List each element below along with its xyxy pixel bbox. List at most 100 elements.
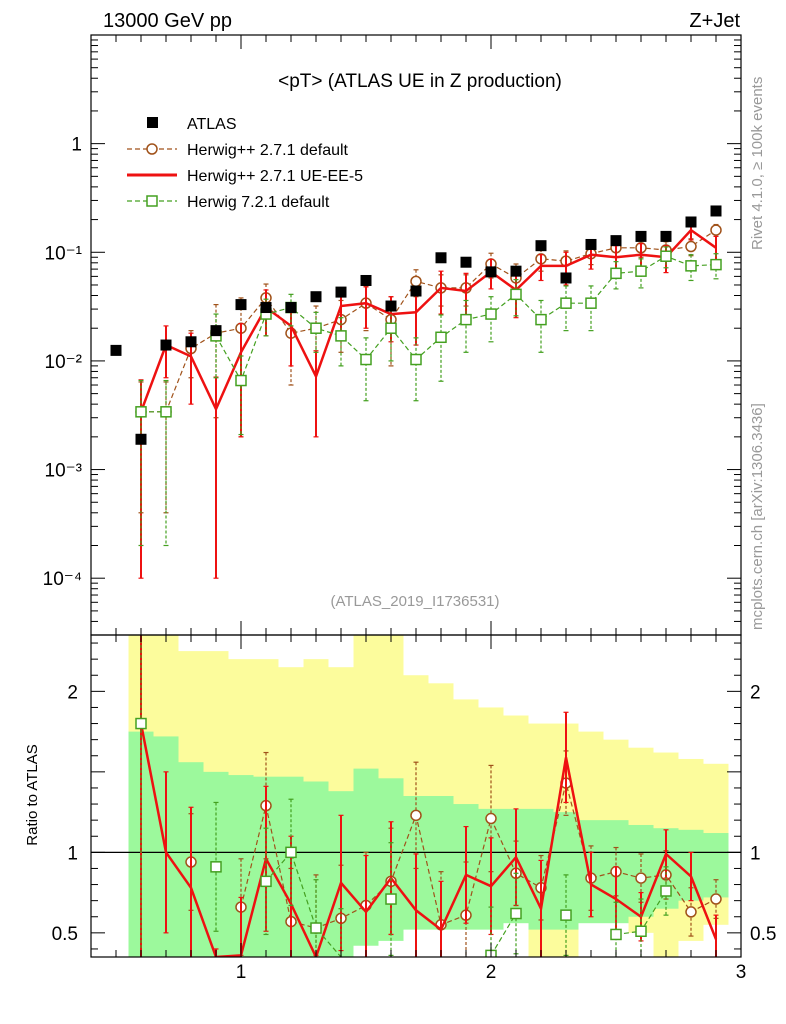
ratio-y-tick-label-right: 2 [750,682,761,703]
data-point [685,260,697,272]
data-point [510,288,522,301]
data-point [660,885,672,897]
data-point [710,224,722,236]
atlas-data-point [210,325,222,337]
main-y-tick-label: 10⁻¹ [45,243,83,264]
x-tick-label: 1 [236,962,247,983]
main-y-tick-label: 10⁻³ [45,461,83,482]
data-point [410,809,422,822]
data-point [485,812,497,825]
series-line [139,723,718,957]
atlas-data-point [435,252,447,264]
data-point [585,297,597,309]
x-tick-label: 3 [736,962,747,983]
legend-marker-atlas [147,117,158,128]
atlas-data-point [135,433,147,445]
axes: 1 2 3 10⁻⁴ 10⁻³ 10⁻² 10⁻¹ 1 0.5 0.5 1 1 2 2 [43,34,776,983]
atlas-data-point [510,265,522,277]
mcplots-label: mcplots.cern.ch [arXiv:1306.3436] [749,403,766,630]
data-point [485,308,497,320]
data-point [635,265,647,277]
data-point [610,267,622,280]
atlas-data-point [460,256,472,268]
legend-label-herwig-default: Herwig++ 2.7.1 default [187,142,349,159]
series-line [141,229,717,413]
x-tick-label: 2 [486,962,497,983]
atlas-data-point [685,216,697,228]
atlas-data-point [360,274,372,286]
data-point [335,330,347,342]
data-point [135,406,147,418]
legend-label-herwig7: Herwig 7.2.1 default [187,194,330,211]
data-point [460,313,472,326]
data-point [535,313,547,326]
data-point [310,922,322,934]
atlas-data-point [560,272,572,284]
atlas-data-point [185,336,197,348]
main-y-tick-label: 10⁻² [45,352,83,373]
atlas-data-point [260,302,272,314]
process-label: Z+Jet [689,10,740,32]
rivet-label: Rivet 4.1.0, ≥ 100k events [749,77,766,250]
atlas-data-point [710,205,722,217]
atlas-data-point [310,291,322,303]
atlas-data-point [285,302,297,314]
atlas-data-point [385,300,397,312]
data-point [160,406,172,418]
data-point [635,872,647,884]
data-point [360,353,372,366]
main-panel-series [110,205,722,579]
atlas-data-point [160,339,172,351]
legend-marker-herwig-default [146,143,158,155]
atlas-data-point [410,285,422,297]
energy-label: 13000 GeV pp [103,10,232,32]
data-point [710,893,722,905]
data-point [560,297,572,309]
data-point [710,258,722,271]
data-point [235,374,247,387]
atlas-data-point [235,299,247,311]
atlas-data-point [335,286,347,298]
data-point [210,861,222,873]
data-point [610,928,622,941]
atlas-data-point [610,235,622,247]
data-point [310,322,322,334]
main-y-tick-label: 1 [71,135,82,156]
data-point [410,353,422,366]
data-point [260,875,272,888]
atlas-data-point [585,238,597,250]
analysis-tag: (ATLAS_2019_I1736531) [330,593,499,610]
data-point [410,275,422,288]
legend-marker-herwig7 [146,195,158,207]
ratio-y-tick-label: 0.5 [52,924,78,945]
data-point [385,322,397,334]
data-point [560,909,572,921]
main-y-tick-label: 10⁻⁴ [43,569,82,590]
ratio-y-axis-label: Ratio to ATLAS [24,744,41,845]
ratio-y-tick-label: 2 [67,682,78,703]
data-point [385,893,397,905]
ratio-y-tick-label: 1 [67,843,78,864]
series-line [139,228,717,413]
data-point [510,907,522,920]
data-point [635,925,647,937]
data-point [285,846,297,859]
series-line [141,255,717,413]
ratio-y-tick-label-right: 1 [750,843,761,864]
data-point [135,717,147,730]
data-point [685,240,697,253]
data-point [685,906,697,918]
data-point [435,331,447,344]
ratio-panel-series [135,635,722,957]
data-point [660,250,672,262]
chart-title: <pT> (ATLAS UE in Z production) [278,71,562,92]
inner-band-bin [703,833,729,898]
atlas-data-point [535,240,547,252]
atlas-data-point [485,266,497,278]
ratio-y-tick-label-right: 0.5 [750,924,776,945]
legend-label-atlas: ATLAS [187,116,237,133]
legend: ATLAS Herwig++ 2.7.1 default Herwig++ 2.… [127,116,363,211]
legend-label-herwig-ueee5: Herwig++ 2.7.1 UE-EE-5 [187,168,363,185]
atlas-data-point [660,230,672,242]
